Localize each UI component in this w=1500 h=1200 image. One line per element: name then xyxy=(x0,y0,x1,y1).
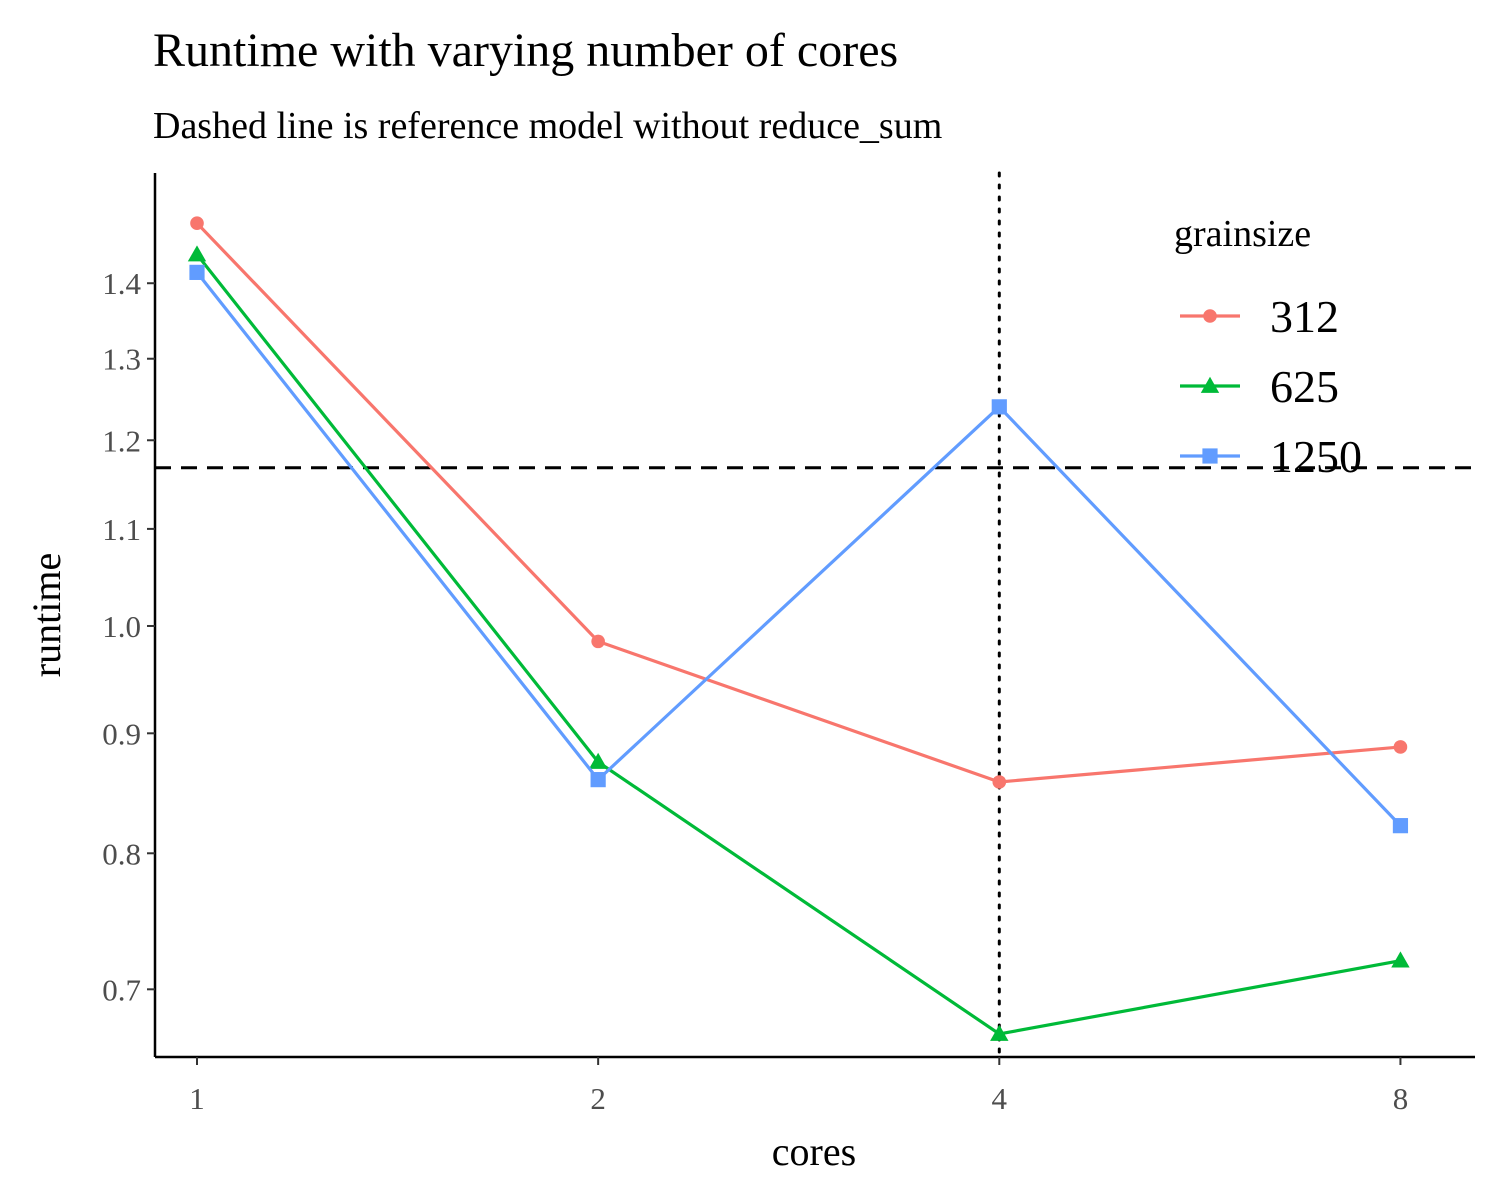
series-312 xyxy=(190,216,1408,789)
data-point-625-8 xyxy=(1391,951,1410,968)
legend-label: 1250 xyxy=(1270,431,1362,482)
legend-label: 625 xyxy=(1270,361,1339,412)
plot-area xyxy=(155,171,1475,1059)
data-point-312-4 xyxy=(992,775,1007,789)
chart-subtitle: Dashed line is reference model without r… xyxy=(153,105,942,147)
x-tick-label: 1 xyxy=(189,1081,205,1116)
series-1250 xyxy=(189,264,1409,834)
y-tick-label: 1.2 xyxy=(102,423,141,458)
x-tick-label: 2 xyxy=(590,1081,606,1116)
y-tick-label: 1.1 xyxy=(102,512,141,547)
legend-item-1250: 1250 xyxy=(1180,431,1362,482)
x-tick-label: 8 xyxy=(1393,1081,1409,1116)
legend: grainsize 312 625 1250 xyxy=(1174,213,1362,482)
y-tick-label: 0.8 xyxy=(102,836,141,871)
y-tick-label: 1.4 xyxy=(102,266,141,301)
legend-item-312: 312 xyxy=(1180,291,1339,342)
y-tick-label: 0.9 xyxy=(102,716,141,751)
data-point-625-2 xyxy=(588,752,608,769)
data-point-312-8 xyxy=(1393,740,1408,754)
legend-swatch-marker xyxy=(1200,376,1220,393)
y-axis-label: runtime xyxy=(24,553,69,677)
data-point-1250-1 xyxy=(189,264,205,280)
legend-swatch-marker xyxy=(1202,448,1218,464)
legend-swatch-marker xyxy=(1203,309,1217,323)
data-point-1250-4 xyxy=(991,399,1007,415)
legend-item-625: 625 xyxy=(1180,361,1339,412)
legend-title: grainsize xyxy=(1174,213,1311,255)
series-625 xyxy=(187,245,1410,1041)
x-tick-label: 4 xyxy=(992,1081,1008,1116)
data-point-625-1 xyxy=(187,245,207,262)
legend-label: 312 xyxy=(1270,291,1339,342)
data-point-312-1 xyxy=(190,216,204,230)
y-tick-label: 1.0 xyxy=(102,609,141,644)
data-point-312-2 xyxy=(591,634,605,649)
data-point-1250-8 xyxy=(1392,818,1409,834)
chart-title: Runtime with varying number of cores xyxy=(153,24,898,77)
y-tick-label: 0.7 xyxy=(102,972,141,1007)
x-axis-label: cores xyxy=(772,1129,856,1174)
series-line-625 xyxy=(195,253,1401,1036)
y-tick-label: 1.3 xyxy=(102,342,141,377)
series-line-312 xyxy=(195,222,1401,784)
data-point-625-4 xyxy=(990,1024,1009,1041)
data-point-1250-2 xyxy=(590,772,606,788)
series-line-1250 xyxy=(195,271,1402,827)
axes: 0.7 0.8 0.9 1.0 1.1 1.2 1.3 1.4 1 2 4 8 xyxy=(102,173,1475,1116)
